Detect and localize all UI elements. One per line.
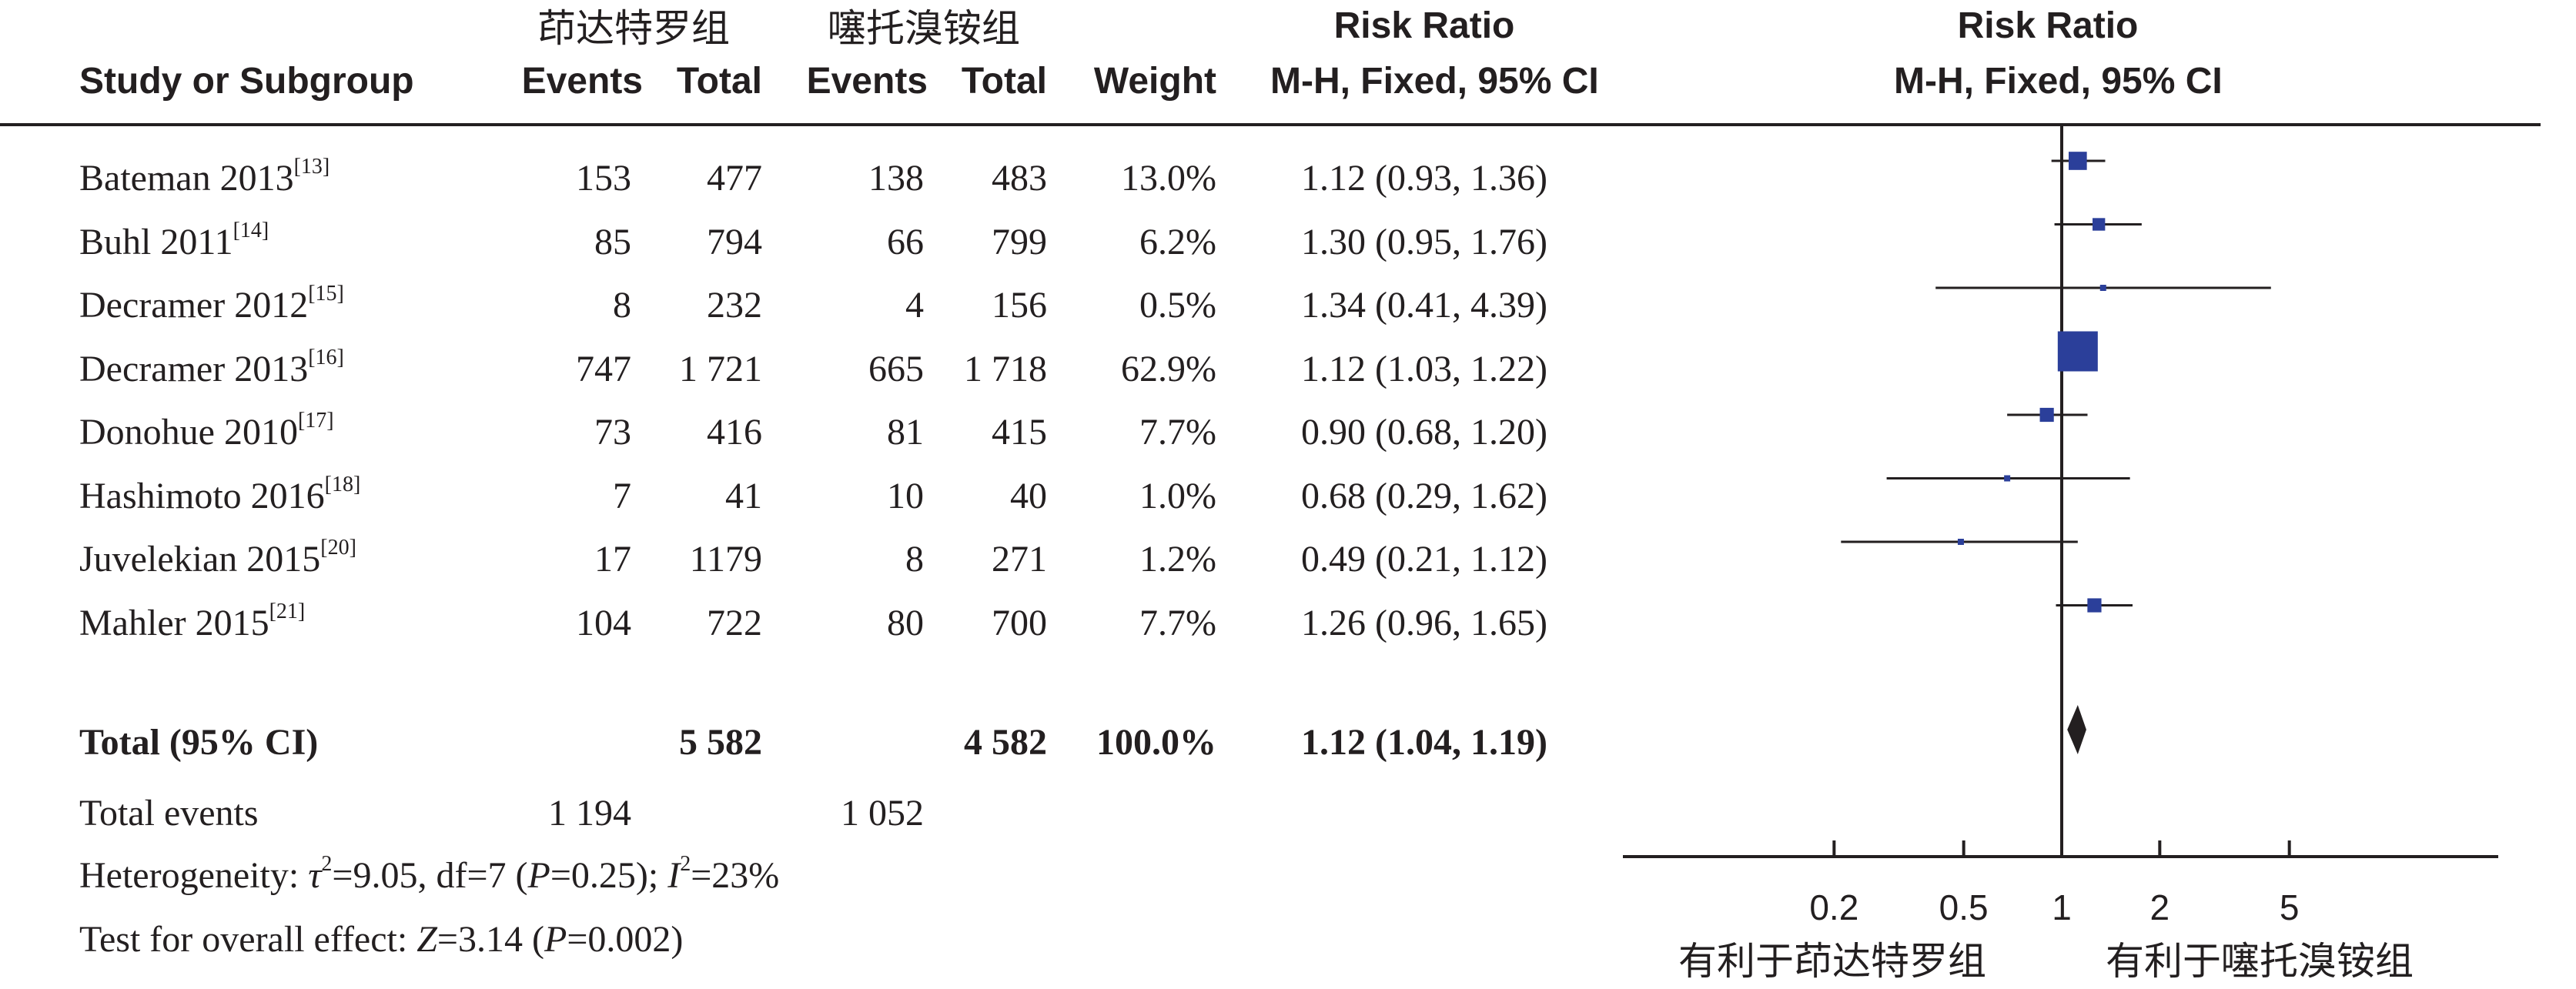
study-weight: 7.7% bbox=[1139, 412, 1216, 453]
study-name: Juvelekian 2015[20] bbox=[79, 536, 356, 580]
overall-effect-stat: Test for overall effect: Z=3.14 (P=0.002… bbox=[79, 919, 684, 960]
effect-marker bbox=[2099, 285, 2106, 291]
study-t2: 415 bbox=[992, 412, 1047, 453]
study-e1: 17 bbox=[594, 539, 631, 580]
effect-marker bbox=[2057, 331, 2098, 372]
x-tick-label: 0.5 bbox=[1939, 887, 1989, 927]
study-ci: 1.12 (1.03, 1.22) bbox=[1301, 349, 1547, 389]
rr-method-header: M-H, Fixed, 95% CI bbox=[1270, 61, 1599, 102]
plot-method-header: M-H, Fixed, 95% CI bbox=[1894, 61, 2223, 102]
events2-header: Events bbox=[806, 61, 928, 102]
study-t2: 700 bbox=[992, 603, 1047, 643]
study-e1: 85 bbox=[594, 222, 631, 262]
study-t1: 794 bbox=[707, 222, 762, 262]
weight-header: Weight bbox=[1093, 61, 1216, 102]
study-weight: 0.5% bbox=[1139, 285, 1216, 326]
study-e2: 8 bbox=[905, 539, 924, 580]
study-e2: 4 bbox=[905, 285, 924, 326]
study-weight: 62.9% bbox=[1121, 349, 1216, 389]
study-t2: 483 bbox=[992, 158, 1047, 199]
study-e1: 7 bbox=[613, 476, 631, 516]
study-weight: 1.2% bbox=[1139, 539, 1216, 580]
study-e2: 80 bbox=[887, 603, 924, 643]
study-t1: 1 721 bbox=[679, 349, 762, 389]
study-name: Donohue 2010[17] bbox=[79, 409, 334, 453]
study-t2: 40 bbox=[1010, 476, 1047, 516]
study-e1: 104 bbox=[576, 603, 631, 643]
study-ci: 1.34 (0.41, 4.39) bbox=[1301, 285, 1547, 326]
events1-header: Events bbox=[521, 61, 643, 102]
study-e2: 10 bbox=[887, 476, 924, 516]
study-ci: 1.12 (0.93, 1.36) bbox=[1301, 158, 1547, 199]
rr-title-header: Risk Ratio bbox=[1333, 5, 1515, 46]
study-t1: 416 bbox=[707, 412, 762, 453]
favors-left-label: 有利于茚达特罗组 bbox=[1678, 939, 1986, 984]
study-weight: 13.0% bbox=[1121, 158, 1216, 199]
pooled-diamond bbox=[2067, 705, 2086, 754]
favors-right-label: 有利于噻托溴铵组 bbox=[2106, 939, 2414, 984]
effect-marker bbox=[2087, 598, 2102, 613]
effect-marker bbox=[2004, 475, 2011, 482]
study-ci: 1.26 (0.96, 1.65) bbox=[1301, 603, 1547, 643]
study-e2: 66 bbox=[887, 222, 924, 262]
group1-header: 茚达特罗组 bbox=[537, 6, 730, 51]
study-ci: 0.68 (0.29, 1.62) bbox=[1301, 476, 1547, 516]
plot-title-header: Risk Ratio bbox=[1957, 5, 2139, 46]
effect-marker bbox=[2068, 152, 2087, 170]
group2-header: 噻托溴铵组 bbox=[828, 6, 1020, 51]
study-t2: 1 718 bbox=[964, 349, 1047, 389]
study-name: Hashimoto 2016[18] bbox=[79, 473, 361, 516]
study-e2: 138 bbox=[868, 158, 924, 199]
effect-marker bbox=[2093, 218, 2106, 231]
study-e1: 153 bbox=[576, 158, 631, 199]
header-rule bbox=[0, 123, 2541, 126]
total-events-group2: 1 052 bbox=[841, 793, 924, 834]
study-t1: 477 bbox=[707, 158, 762, 199]
study-name: Mahler 2015[21] bbox=[79, 600, 306, 643]
study-t1: 722 bbox=[707, 603, 762, 643]
study-weight: 7.7% bbox=[1139, 603, 1216, 643]
study-e1: 73 bbox=[594, 412, 631, 453]
total-ci: 1.12 (1.04, 1.19) bbox=[1301, 722, 1547, 763]
effect-marker bbox=[1957, 539, 1964, 545]
effect-marker bbox=[2039, 407, 2054, 423]
study-t1: 1179 bbox=[689, 539, 762, 580]
total-weight: 100.0% bbox=[1096, 722, 1216, 763]
total-group1: 5 582 bbox=[679, 722, 762, 763]
study-e1: 747 bbox=[576, 349, 631, 389]
study-t2: 156 bbox=[992, 285, 1047, 326]
study-ci: 0.90 (0.68, 1.20) bbox=[1301, 412, 1547, 453]
x-tick-label: 5 bbox=[2279, 887, 2300, 927]
study-ci: 1.30 (0.95, 1.76) bbox=[1301, 222, 1547, 262]
study-ci: 0.49 (0.21, 1.12) bbox=[1301, 539, 1547, 580]
study-weight: 1.0% bbox=[1139, 476, 1216, 516]
study-t2: 799 bbox=[992, 222, 1047, 262]
total-events-group1: 1 194 bbox=[548, 793, 631, 834]
study-column-header: Study or Subgroup bbox=[79, 61, 414, 102]
x-tick-label: 1 bbox=[2052, 887, 2072, 927]
total1-header: Total bbox=[676, 61, 762, 102]
study-e2: 81 bbox=[887, 412, 924, 453]
heterogeneity-stat: Heterogeneity: τ2=9.05, df=7 (P=0.25); I… bbox=[79, 852, 780, 896]
study-t1: 232 bbox=[707, 285, 762, 326]
study-t1: 41 bbox=[725, 476, 762, 516]
study-name: Bateman 2013[13] bbox=[79, 155, 330, 199]
total2-header: Total bbox=[961, 61, 1047, 102]
study-name: Decramer 2012[15] bbox=[79, 282, 344, 326]
x-tick-label: 0.2 bbox=[1809, 887, 1859, 927]
study-e2: 665 bbox=[868, 349, 924, 389]
x-tick-label: 2 bbox=[2149, 887, 2170, 927]
study-t2: 271 bbox=[992, 539, 1047, 580]
study-weight: 6.2% bbox=[1139, 222, 1216, 262]
study-name: Decramer 2013[16] bbox=[79, 346, 344, 389]
study-e1: 8 bbox=[613, 285, 631, 326]
study-name: Buhl 2011[14] bbox=[79, 219, 269, 262]
total-events-label: Total events bbox=[79, 793, 259, 834]
total-label: Total (95% CI) bbox=[79, 722, 319, 763]
total-group2: 4 582 bbox=[964, 722, 1047, 763]
